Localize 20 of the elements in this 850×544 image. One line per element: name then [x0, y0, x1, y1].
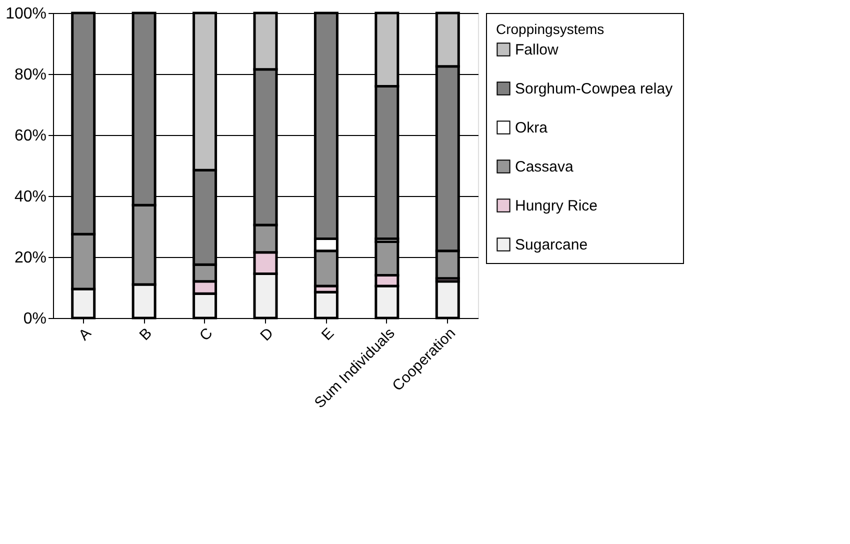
x-tick-label: C	[196, 324, 216, 344]
legend-label: Fallow	[515, 42, 559, 58]
legend-label: Okra	[515, 120, 548, 136]
bar	[314, 290, 338, 320]
y-tick-label: 80%	[14, 66, 46, 84]
x-tick-label: D	[257, 324, 277, 344]
y-tick-label: 40%	[14, 188, 46, 206]
y-tick-label: 0%	[23, 310, 46, 328]
legend-label: Sugarcane	[515, 236, 588, 254]
y-tick-label: 60%	[14, 128, 46, 144]
bar	[435, 280, 460, 320]
legend-title: Croppingsystems	[496, 21, 604, 37]
y-tick-label: 100%	[6, 6, 46, 22]
legend-label: Cassava	[515, 158, 574, 176]
x-tick-label: A	[76, 324, 95, 344]
y-tick-label: 20%	[14, 250, 46, 266]
x-tick-label: B	[136, 324, 156, 344]
legend-label: Hungry Rice	[515, 198, 598, 214]
legend-label: Sorghum-Cowpea relay	[515, 80, 674, 98]
x-tick-label: E	[318, 324, 338, 344]
